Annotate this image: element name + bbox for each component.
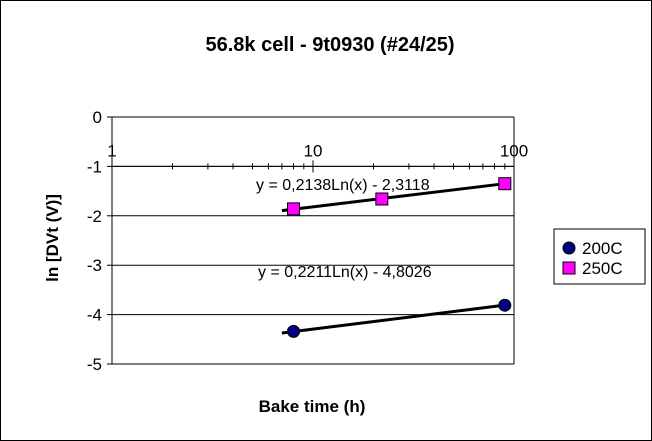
tick-labels: 0 -1 -2 -3 -4 -5 1 10 100 [87,108,528,374]
x-tick-label: 100 [500,141,528,160]
trendline-equation: y = 0,2211Ln(x) - 4,8026 [258,264,432,281]
y-tick-label: 0 [93,108,102,127]
trendline [281,182,505,213]
plot-area: 0 -1 -2 -3 -4 -5 1 10 100 y = 0,2211Ln(x) - 4,80… [87,108,528,374]
markers [287,177,512,338]
y-tick-label: -2 [87,207,102,226]
data-point [375,192,389,206]
data-point [287,202,301,216]
trendlines [281,182,505,335]
legend-label: 200C [582,239,623,258]
data-point [498,298,512,312]
legend-box [553,228,646,285]
legend-marker [562,261,576,275]
trendline-equation: y = 0,2138Ln(x) - 2,3118 [256,177,430,194]
x-tick-label: 1 [107,141,116,160]
data-point [287,324,301,338]
y-tick-label: -1 [87,157,102,176]
y-tick-label: -5 [87,355,102,374]
chart-title: 56.8k cell - 9t0930 (#24/25) [205,34,454,56]
y-tick-label: -4 [87,306,102,325]
trendline [281,303,505,335]
data-point [498,177,512,191]
x-tick-label: 10 [304,141,323,160]
y-tick-label: -3 [87,256,102,275]
legend-label: 250C [582,259,623,278]
x-axis-label: Bake time (h) [259,397,366,416]
y-axis-label: ln [DVt (V)] [43,194,62,282]
trendline-equations: y = 0,2211Ln(x) - 4,8026 y = 0,2138Ln(x) … [256,177,432,281]
axes [107,116,515,365]
legend-marker [562,241,576,255]
